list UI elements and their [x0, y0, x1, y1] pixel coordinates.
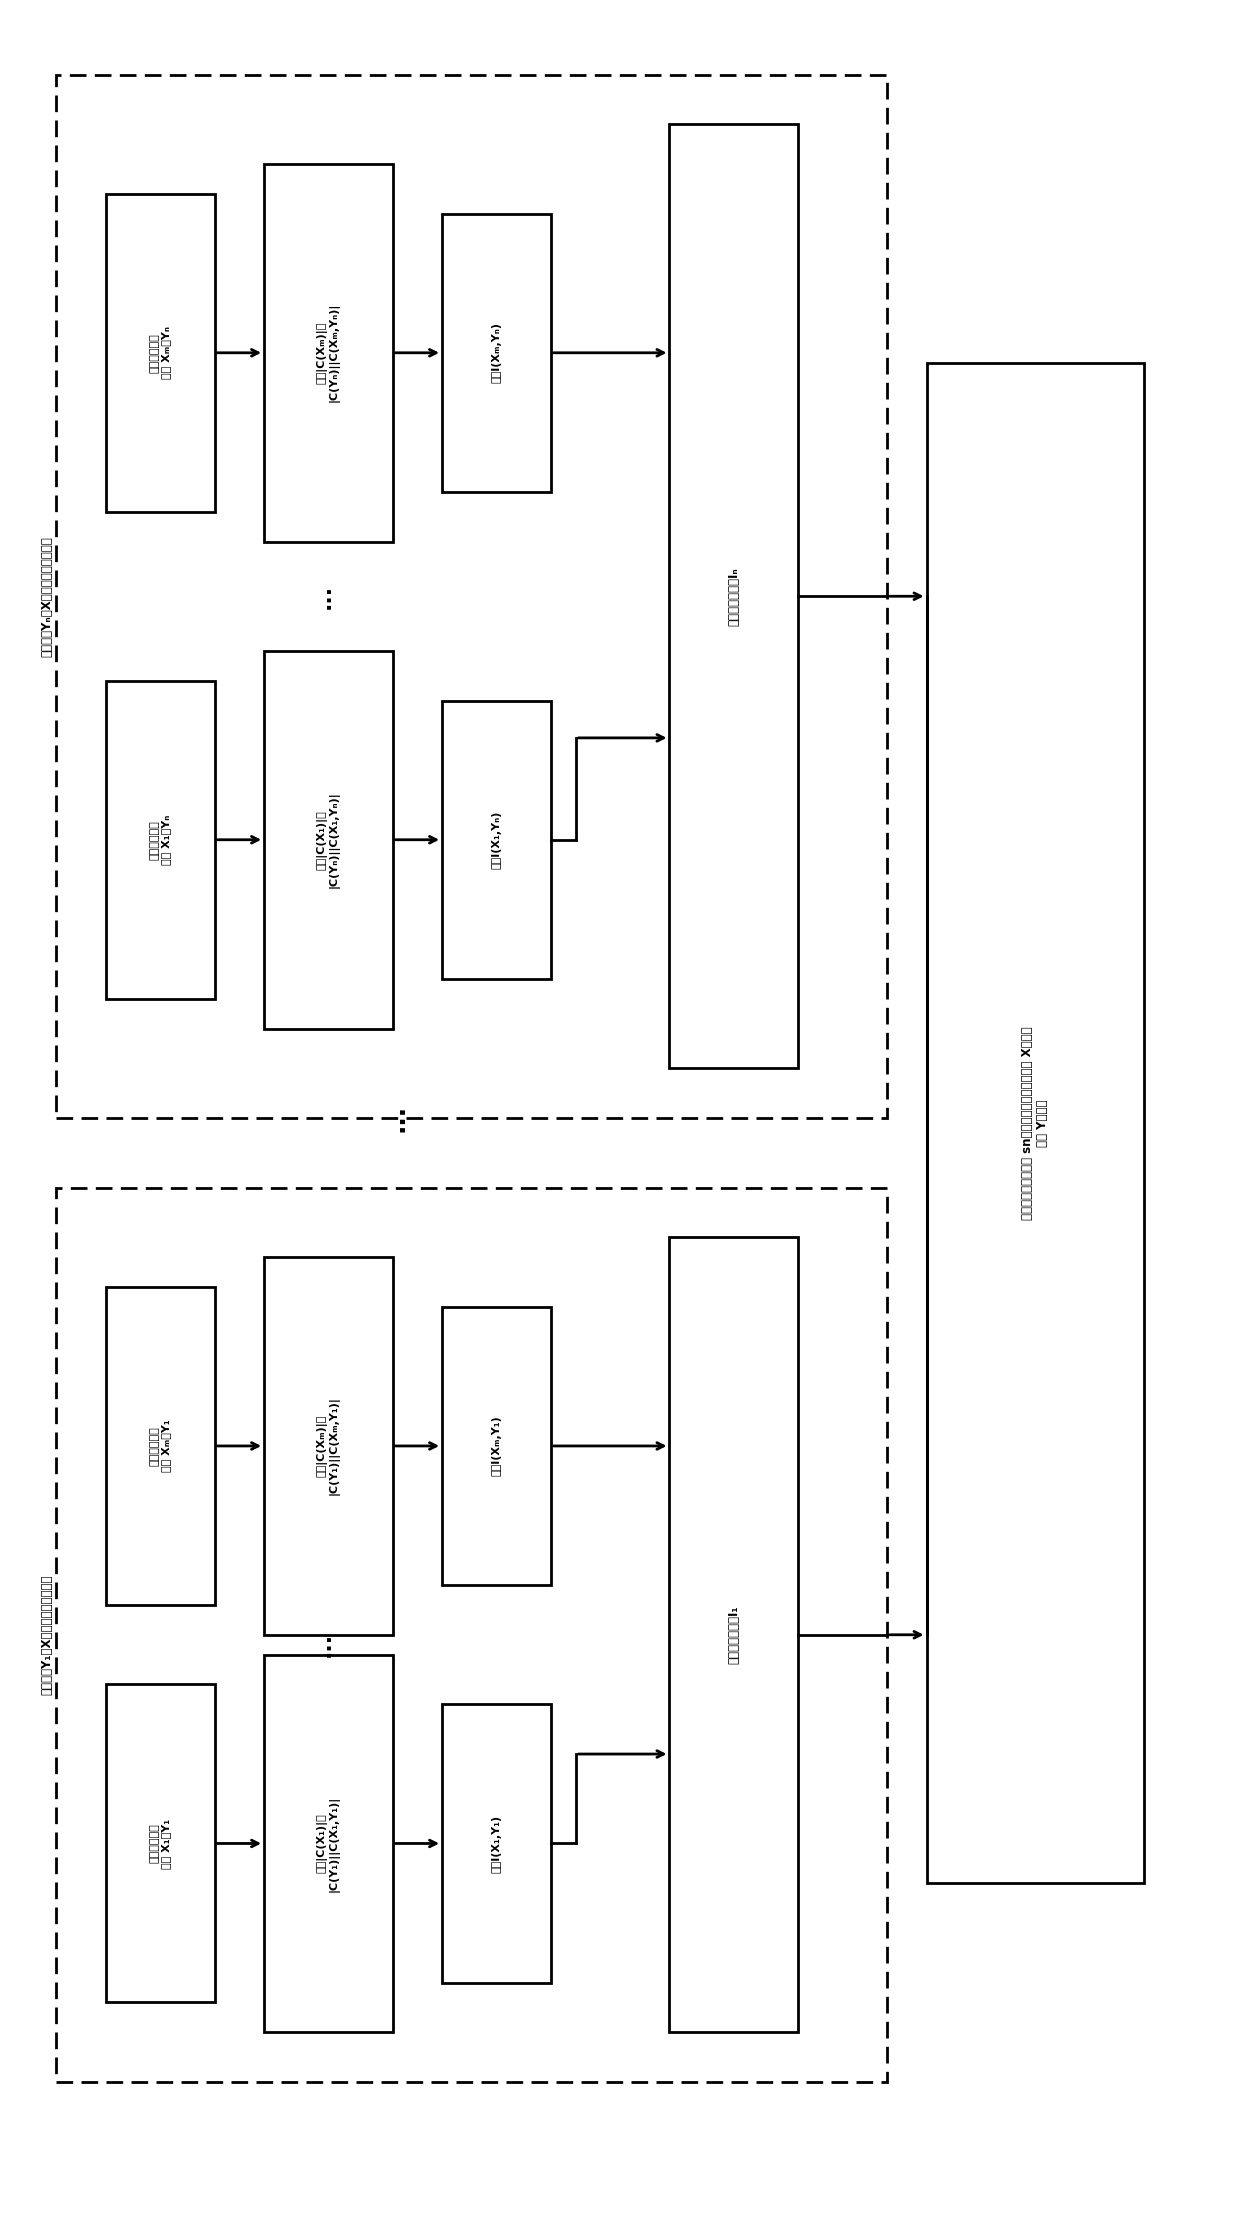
Bar: [105, 195, 215, 513]
Bar: [264, 651, 393, 1029]
Text: 收最大的信息值I₁: 收最大的信息值I₁: [727, 1605, 740, 1665]
Text: 计算|C(X₁)|、
|C(Y₁)||C(X₁,Y₁)|: 计算|C(X₁)|、 |C(Y₁)||C(X₁,Y₁)|: [316, 1795, 340, 1891]
Bar: [926, 363, 1145, 1882]
Text: 筛选互信信息值为前 sn个基因及其数据放入矩阵 X，并在
矩阵 Y中删除: 筛选互信信息值为前 sn个基因及其数据放入矩阵 X，并在 矩阵 Y中删除: [1022, 1027, 1049, 1220]
Bar: [264, 1654, 393, 2032]
Bar: [56, 1188, 887, 2081]
Text: ···: ···: [319, 1632, 339, 1658]
Bar: [264, 1258, 393, 1634]
Text: 计算基因Yₙ与X中各基因的互信息值: 计算基因Yₙ与X中各基因的互信息值: [40, 535, 53, 656]
Text: 输入基因表达
数据 X₁和Yₙ: 输入基因表达 数据 X₁和Yₙ: [149, 815, 171, 864]
Text: 输入基因表达
数据 X₁和Y₁: 输入基因表达 数据 X₁和Y₁: [149, 1819, 171, 1869]
Bar: [264, 163, 393, 542]
Text: ···: ···: [391, 1103, 414, 1132]
Text: 计算I(Xₘ,Y₁): 计算I(Xₘ,Y₁): [491, 1417, 501, 1477]
Text: 输入基因表达
数据 Xₘ和Y₁: 输入基因表达 数据 Xₘ和Y₁: [149, 1419, 171, 1473]
Text: 计算|C(Xₘ)|、
|C(Y₁)||C(Xₘ,Y₁)|: 计算|C(Xₘ)|、 |C(Y₁)||C(Xₘ,Y₁)|: [316, 1397, 340, 1495]
Text: 计算I(X₁,Yₙ): 计算I(X₁,Yₙ): [491, 810, 501, 868]
Text: 计算|C(Xₘ)|、
|C(Yₙ)||C(Xₘ,Yₙ)|: 计算|C(Xₘ)|、 |C(Yₙ)||C(Xₘ,Yₙ)|: [316, 302, 340, 403]
Bar: [441, 213, 551, 492]
Bar: [105, 680, 215, 998]
Text: 收最大的信息值Iₙ: 收最大的信息值Iₙ: [727, 566, 740, 627]
Bar: [105, 1287, 215, 1605]
Bar: [670, 1238, 799, 2032]
Text: 计算|C(X₁)|、
|C(Yₙ)||C(X₁,Yₙ)|: 计算|C(X₁)|、 |C(Yₙ)||C(X₁,Yₙ)|: [316, 792, 340, 888]
Bar: [670, 125, 799, 1068]
Text: 计算I(Xₘ,Yₙ): 计算I(Xₘ,Yₙ): [491, 322, 501, 383]
Text: 计算基因Y₁与X中各基因的互信息值: 计算基因Y₁与X中各基因的互信息值: [40, 1576, 53, 1694]
Bar: [56, 74, 887, 1119]
Text: ···: ···: [319, 584, 339, 609]
Text: 计算I(X₁,Y₁): 计算I(X₁,Y₁): [491, 1815, 501, 1873]
Bar: [441, 1307, 551, 1585]
Text: 输入基因表达
数据 Xₘ和Yₙ: 输入基因表达 数据 Xₘ和Yₙ: [149, 327, 171, 378]
Bar: [441, 1705, 551, 1983]
Bar: [105, 1685, 215, 2003]
Bar: [441, 700, 551, 978]
